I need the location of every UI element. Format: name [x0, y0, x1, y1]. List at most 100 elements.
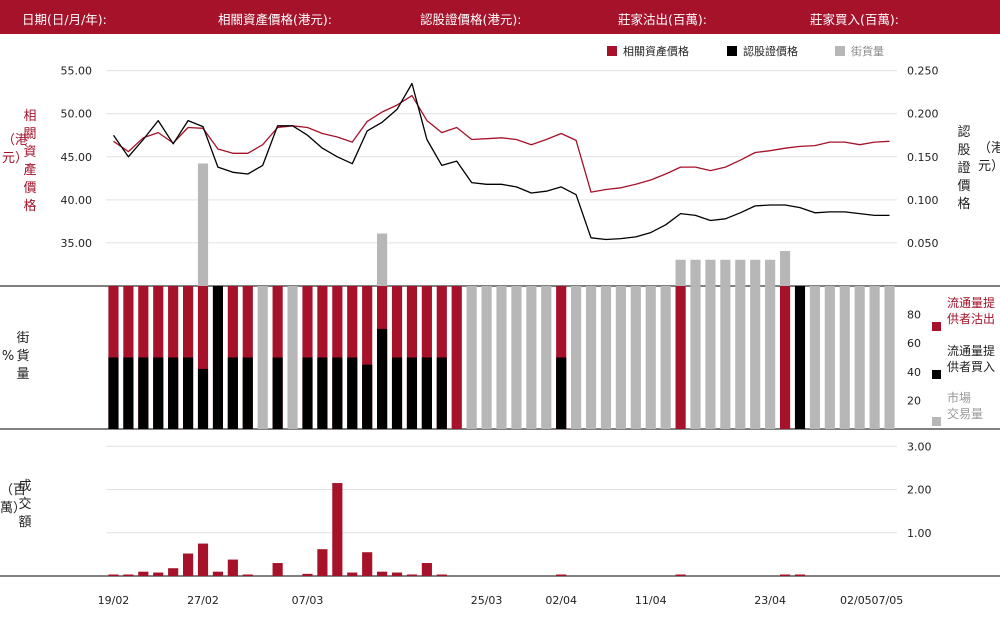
market-volume-bar [287, 286, 298, 429]
x-axis-tick-label: 25/03 [471, 594, 503, 607]
issuer-sold-bar [675, 286, 686, 429]
market-volume-bar [809, 286, 820, 429]
issuer-sold-bar [317, 286, 328, 429]
turnover-bar [183, 553, 194, 576]
turnover-bar [108, 574, 119, 576]
market-volume-bar [481, 286, 492, 429]
legend-swatch-warrant [727, 46, 737, 56]
issuer-bought-bar [347, 357, 358, 429]
issuer-bought-bar [242, 357, 253, 429]
turnover-bar [406, 574, 418, 576]
right-axis-tick-label: 0.050 [907, 237, 939, 250]
street-volume-bar [779, 251, 791, 286]
legend-label-bought-line1: 流通量提 [947, 344, 996, 358]
turnover-bar [556, 574, 567, 576]
market-volume-bar [854, 286, 865, 429]
issuer-sold-bar [556, 286, 567, 429]
turnover-bar [197, 543, 209, 576]
issuer-bought-bar [168, 357, 179, 429]
left-axis-tick-label: 55.00 [61, 65, 93, 78]
market-volume-bar [526, 286, 537, 429]
legend-item-sold: 流通量提 供者沽出 [932, 295, 995, 331]
legend-swatch-market [932, 417, 941, 426]
market-volume-bar [257, 286, 268, 429]
issuer-bought-bar [436, 357, 447, 429]
street-axis-tick-label: 40 [907, 366, 921, 379]
left-axis-tick-label: 45.00 [61, 151, 93, 164]
street-axis-tick-label: 20 [907, 394, 921, 407]
x-axis-tick-label: 07/05 [872, 594, 904, 607]
turnover-bar [391, 572, 403, 576]
turnover-bar [272, 563, 283, 576]
issuer-sold-bar [362, 286, 373, 429]
issuer-bought-bar [556, 357, 567, 429]
issuer-bought-bar [272, 357, 283, 429]
issuer-sold-bar [183, 286, 194, 429]
issuer-bought-bar [406, 357, 418, 429]
legend-label-sold-line1: 流通量提 [947, 296, 996, 310]
issuer-bought-bar [377, 328, 388, 429]
street-volume-bar [765, 259, 776, 286]
date-label: 日期(日/月/年): [22, 12, 107, 27]
issuer-bought-bar [302, 357, 313, 429]
issuer-sold-bar [197, 286, 209, 429]
legend-swatch-underlying [607, 46, 617, 56]
left-axis-tick-label: 35.00 [61, 237, 93, 250]
turnover-bar [362, 552, 373, 576]
issuer-sold-bar [138, 286, 149, 429]
legend-item-warrant: 認股證價格 [727, 43, 798, 59]
right-axis-tick-label: 0.200 [907, 108, 939, 121]
issuer-sold-bar [779, 286, 791, 429]
issuer-sold-bar [227, 286, 238, 429]
legend-label-street: 街貨量 [851, 45, 884, 58]
issuer-sold-bar [406, 286, 418, 429]
issuer-sold-bar [108, 286, 119, 429]
market-volume-bar [884, 286, 895, 429]
legend-label-sold-line2: 供者沽出 [947, 312, 996, 326]
issuer-sold-bar [391, 286, 403, 429]
issuer-sold-bar [436, 286, 447, 429]
street-volume-bar [705, 259, 716, 286]
turnover-bar [317, 549, 328, 576]
market-volume-bar [660, 286, 671, 429]
legend-swatch-street [835, 46, 845, 56]
street-volume-bar [675, 259, 686, 286]
turnover-bar [377, 571, 388, 576]
turnover-bar [347, 572, 358, 576]
issuer-bought-bar [197, 368, 209, 429]
street-volume-bar [377, 233, 388, 286]
street-volume-bar [735, 259, 746, 286]
issuer-bought-bar [332, 357, 343, 429]
issuer-bought-bar [317, 357, 328, 429]
market-volume-bar [869, 286, 880, 429]
issuer-bought-bar [153, 357, 164, 429]
right-axis-tick-label: 0.250 [907, 65, 939, 78]
issuer-bought-bar [183, 357, 194, 429]
turnover-bar [227, 559, 238, 576]
right-axis-tick-label: 0.150 [907, 151, 939, 164]
x-axis-tick-label: 02/05 [840, 594, 872, 607]
issuer-sold-label: 莊家沽出(百萬): [618, 12, 707, 27]
turnover-axis-unit: （百萬） [0, 483, 27, 516]
legend-item-market: 市場 交易量 [932, 390, 983, 426]
issuer-sold-bar [451, 286, 462, 429]
market-volume-bar [824, 286, 835, 429]
market-volume-bar [600, 286, 612, 429]
issuer-bought-bar [362, 364, 373, 429]
turnover-bar [242, 574, 253, 576]
x-axis-tick-label: 23/04 [754, 594, 786, 607]
legend-item-street: 街貨量 [835, 43, 884, 59]
street-axis-unit: % [1, 349, 15, 364]
x-axis-tick-label: 27/02 [187, 594, 219, 607]
turnover-bar [436, 574, 447, 576]
turnover-bar [123, 574, 134, 576]
turnover-bar [794, 574, 806, 576]
market-volume-bar [615, 286, 626, 429]
market-volume-bar [585, 286, 597, 429]
issuer-bought-bar [421, 357, 432, 429]
turnover-bar [332, 483, 343, 576]
warrant-axis-title: 認股證價格 [957, 125, 971, 212]
street-volume-bar [690, 259, 701, 286]
legend-item-underlying: 相關資產價格 [607, 43, 689, 59]
